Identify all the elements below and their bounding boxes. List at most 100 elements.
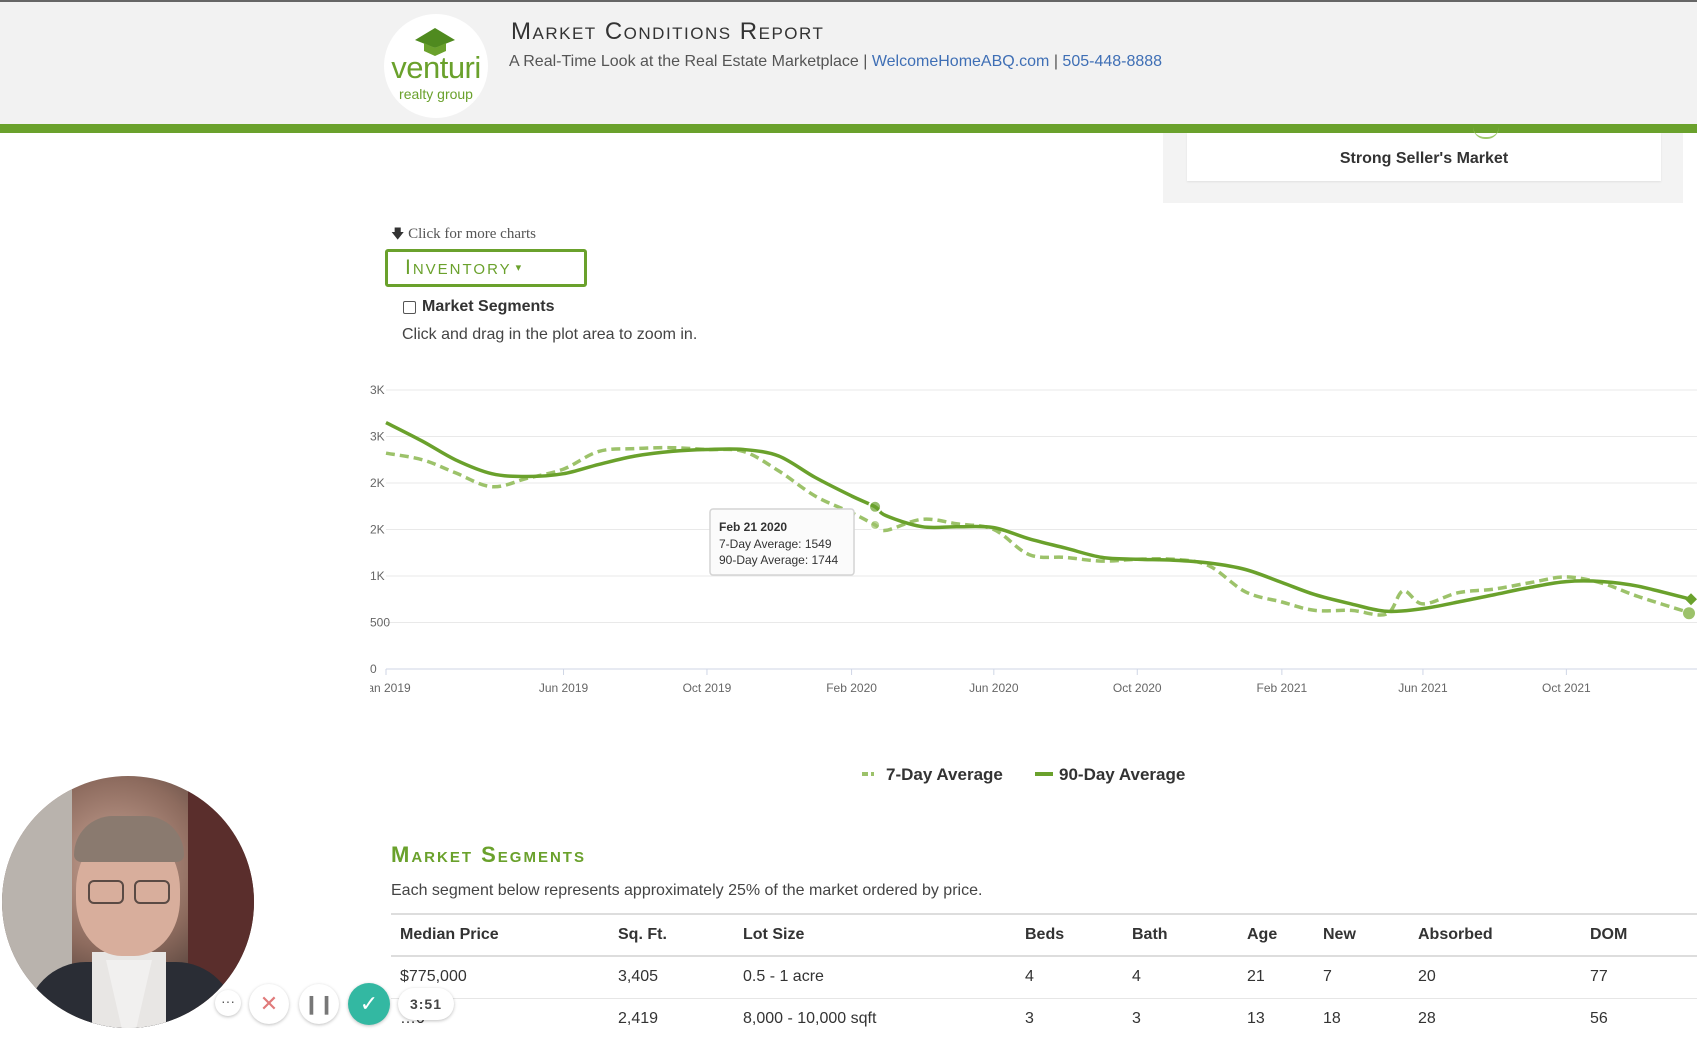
x-tick-label: Oct 2021 (1542, 681, 1591, 695)
subtitle-separator: | (1049, 53, 1063, 70)
subtitle-text: A Real-Time Look at the Real Estate Mark… (509, 53, 872, 70)
table-cell: 3,405 (609, 956, 734, 999)
table-row: …0 2,419 8,000 - 10,000 sqft 3 3 13 18 2… (391, 998, 1697, 1040)
zoom-hint: Click and drag in the plot area to zoom … (402, 326, 698, 343)
more-charts-hint: 🡇 Click for more charts (391, 225, 536, 247)
column-header[interactable]: Age (1238, 913, 1314, 957)
column-header[interactable]: Beds (1016, 913, 1123, 957)
column-header[interactable]: DOM (1581, 913, 1697, 957)
header-accent-bar (0, 124, 1697, 133)
series-line-90day (385, 421, 1692, 614)
chart-select-dropdown[interactable]: Inventory ▾ (385, 249, 587, 287)
more-charts-label: Click for more charts (408, 226, 536, 242)
market-status-label: Strong Seller's Market (1339, 150, 1509, 167)
y-tick-label: 1K (370, 569, 385, 583)
table-cell: 56 (1581, 998, 1697, 1040)
market-status-panel: Strong Seller's Market (1163, 133, 1683, 203)
x-tick-label: Feb 2020 (826, 681, 877, 695)
table-header-row: Median Price Sq. Ft. Lot Size Beds Bath … (391, 913, 1697, 957)
close-icon[interactable]: ✕ (249, 984, 289, 1024)
table-cell: 8,000 - 10,000 sqft (734, 998, 1016, 1040)
series-end-marker (1685, 593, 1697, 606)
market-segments-toggle[interactable]: Market Segments (403, 298, 555, 316)
y-axis-ticks: 0 500 1K 2K 2K 3K 3K (370, 383, 390, 676)
series-end-marker (1683, 607, 1695, 620)
segments-table: Median Price Sq. Ft. Lot Size Beds Bath … (391, 913, 1697, 1040)
chart-markers (868, 499, 1697, 620)
chart-legend: 7-Day Average 90-Day Average (862, 765, 1185, 784)
pause-icon[interactable]: ❙❙ (299, 984, 339, 1024)
glasses-right (134, 880, 170, 904)
column-header[interactable]: New (1314, 913, 1409, 957)
legend-item-90day[interactable]: 90-Day Average (1035, 765, 1185, 784)
y-tick-label: 0 (370, 662, 377, 676)
chart-select-label: Inventory (405, 256, 512, 279)
glasses-left (88, 880, 124, 904)
logo-tagline: realty group (399, 86, 473, 102)
tooltip-box (709, 508, 855, 576)
column-header[interactable]: Bath (1123, 913, 1238, 957)
logo-wordmark: venturi (391, 50, 481, 85)
chevron-down-icon: ▾ (515, 262, 524, 275)
series-line-7day (385, 445, 1692, 617)
y-tick-label: 500 (370, 616, 390, 630)
legend-label-7day: 7-Day Average (886, 765, 1003, 784)
tooltip-date: Feb 21 2020 (719, 520, 787, 534)
table-cell: 13 (1238, 998, 1314, 1040)
site-header: venturi realty group Market Conditions R… (0, 0, 1697, 125)
table-cell: 18 (1314, 998, 1409, 1040)
table-cell: 2,419 (609, 998, 734, 1040)
x-tick-label: Jun 2021 (1398, 681, 1448, 695)
table-cell: 4 (1123, 956, 1238, 999)
website-link[interactable]: WelcomeHomeABQ.com (871, 53, 1050, 70)
table-cell: 20 (1409, 956, 1581, 999)
chart-series (385, 421, 1692, 617)
inventory-chart[interactable]: 0 500 1K 2K 2K 3K 3K Jan 2019 Jun 2019 Oct 2019 F… (370, 355, 1697, 800)
page-subtitle: A Real-Time Look at the Real Estate Mark… (509, 53, 1162, 71)
column-header[interactable]: Absorbed (1409, 913, 1581, 957)
table-cell: 3 (1123, 998, 1238, 1040)
y-tick-label: 3K (370, 430, 385, 444)
x-axis-ticks: Jan 2019 Jun 2019 Oct 2019 Feb 2020 Jun 2020… (370, 669, 1591, 695)
segments-description: Each segment below represents approximat… (391, 882, 983, 899)
arrow-down-icon: 🡇 (391, 227, 405, 242)
table-cell: 77 (1581, 956, 1697, 999)
column-header[interactable]: Median Price (391, 913, 609, 957)
table-row: $775,000 3,405 0.5 - 1 acre 4 4 21 7 20 … (391, 956, 1697, 999)
check-icon[interactable]: ✓ (348, 983, 390, 1025)
table-cell: 4 (1016, 956, 1123, 999)
webcam-bubble[interactable] (2, 776, 254, 1028)
market-segments-label: Market Segments (422, 298, 555, 315)
recording-timer: 3:51 (398, 988, 454, 1020)
x-tick-label: Jan 2019 (370, 681, 411, 695)
column-header[interactable]: Lot Size (734, 913, 1016, 957)
column-header[interactable]: Sq. Ft. (609, 913, 734, 957)
y-tick-label: 3K (370, 383, 385, 397)
legend-label-90day: 90-Day Average (1059, 765, 1185, 784)
tooltip-line-90day: 90-Day Average: 1744 (719, 553, 839, 567)
tooltip-line-7day: 7-Day Average: 1549 (719, 537, 832, 551)
table-cell: 0.5 - 1 acre (734, 956, 1016, 999)
table-cell: 7 (1314, 956, 1409, 999)
phone-link[interactable]: 505-448-8888 (1062, 53, 1163, 70)
legend-item-7day[interactable]: 7-Day Average (862, 765, 1003, 784)
table-cell: 21 (1238, 956, 1314, 999)
presenter-hair (74, 816, 184, 862)
table-cell: 3 (1016, 998, 1123, 1040)
chart-tooltip: Feb 21 2020 7-Day Average: 1549 90-Day A… (709, 508, 855, 576)
venturi-logo[interactable]: venturi realty group (384, 14, 488, 118)
chart-grid (386, 389, 1697, 670)
x-tick-label: Oct 2019 (683, 681, 732, 695)
hover-point (868, 499, 883, 514)
table-cell: 28 (1409, 998, 1581, 1040)
x-tick-label: Jun 2020 (969, 681, 1019, 695)
segments-title: Market Segments (391, 842, 586, 867)
x-tick-label: Oct 2020 (1113, 681, 1162, 695)
house-roof-icon (415, 28, 455, 56)
ellipsis-icon[interactable]: ··· (215, 990, 241, 1016)
y-tick-label: 2K (370, 523, 385, 537)
hover-point (869, 518, 882, 531)
market-segments-checkbox[interactable] (403, 300, 416, 314)
gauge-indicator (1473, 127, 1499, 139)
